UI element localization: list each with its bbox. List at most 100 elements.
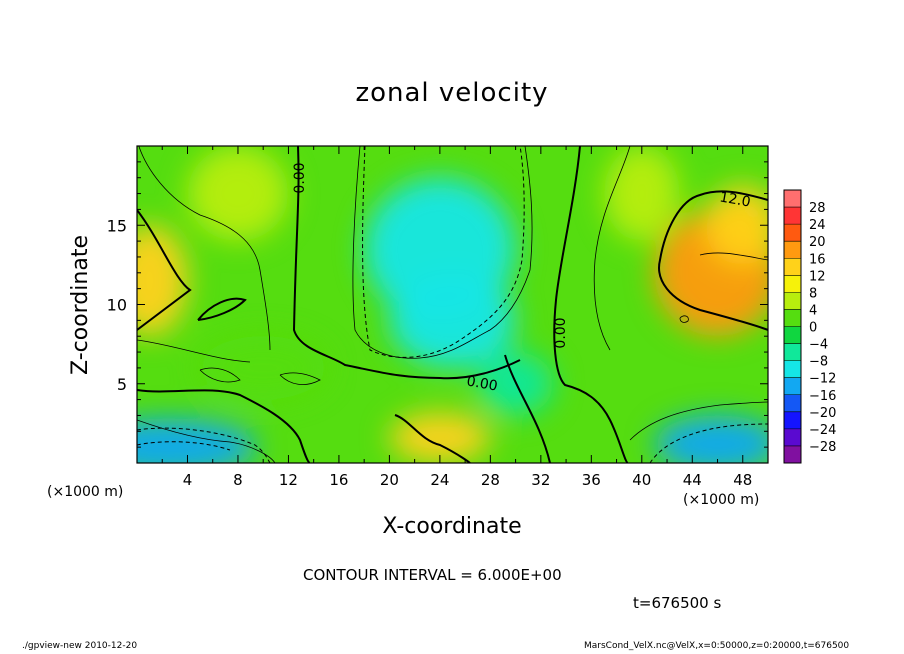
x-axis-label: X-coordinate	[382, 514, 522, 539]
field-blob	[654, 415, 768, 463]
contour-line-negative	[649, 423, 768, 463]
field-blob	[389, 272, 516, 368]
contour-line-zero	[137, 389, 311, 463]
x-tick-label: 16	[329, 471, 348, 489]
colorbar-frame	[783, 189, 802, 464]
colorbar-label: 8	[809, 286, 817, 301]
colorbar-swatch	[784, 207, 801, 225]
time-text: t=676500 s	[633, 594, 722, 612]
footer-left: ./gpview-new 2010-12-20	[22, 641, 138, 651]
colorbar-label: 28	[809, 201, 826, 216]
contour-line-negative	[137, 427, 271, 463]
colorbar-swatch	[784, 292, 801, 310]
x-tick-label: 20	[380, 471, 399, 489]
contour-line	[137, 339, 251, 363]
contour-interval-text: CONTOUR INTERVAL = 6.000E+00	[303, 566, 562, 584]
colorbar-swatch	[784, 360, 801, 379]
contour-line	[679, 315, 689, 323]
contour-line	[352, 146, 533, 359]
field-blob	[654, 209, 768, 337]
colorbar-label: −8	[809, 355, 828, 370]
field-background	[137, 146, 768, 463]
colorbar-swatch	[784, 428, 801, 447]
x-ticks: 4 8 12 16 20 24 28 32 36 40 44 48	[161, 146, 752, 489]
heatmap-field	[137, 146, 768, 463]
x-tick-label: 36	[582, 471, 601, 489]
colorbar-swatch	[784, 343, 801, 362]
field-blob	[364, 177, 516, 321]
field-blob	[389, 412, 491, 463]
contour-label: 0.00	[292, 162, 308, 193]
y-tick-label: 10	[107, 296, 127, 315]
x-tick-label: 48	[733, 471, 752, 489]
x-tick-label: 44	[683, 471, 702, 489]
field-blob	[137, 418, 257, 463]
colorbar-swatch	[784, 377, 801, 396]
contour-label: 0.00	[465, 373, 498, 394]
colorbar-label: −16	[809, 389, 836, 404]
colorbar-label: −12	[809, 372, 836, 387]
y-tick-label: 15	[107, 216, 127, 235]
x-tick-label: 28	[481, 471, 500, 489]
field-blob	[187, 146, 289, 242]
colorbar-swatch	[784, 309, 801, 327]
colorbar-label: 0	[809, 321, 817, 336]
x-tick-label: 40	[632, 471, 651, 489]
footer-right: MarsCond_VelX.nc@VelX,x=0:50000,z=0:2000…	[584, 641, 850, 651]
colorbar-label: 12	[809, 269, 826, 284]
field-blob	[603, 146, 680, 242]
field-blobs	[137, 146, 768, 463]
contour-line	[629, 401, 768, 441]
field-blob	[704, 185, 768, 265]
contour-line	[699, 252, 768, 261]
contour-label: 12.0	[718, 189, 751, 210]
contour-label: 0.00	[553, 317, 569, 348]
contour-line-negative	[137, 441, 231, 451]
contour-line-zero	[504, 354, 551, 463]
colorbar-swatch	[784, 411, 801, 430]
colorbar-label: 16	[809, 252, 826, 267]
field-blob	[477, 352, 554, 416]
colorbar-label: −24	[809, 423, 836, 438]
colorbar-swatch	[784, 275, 801, 293]
contour-line	[593, 146, 631, 351]
colorbar-label: 24	[809, 218, 826, 233]
contour-line	[138, 146, 271, 351]
plot-frame	[136, 145, 769, 464]
chart-title: zonal velocity	[355, 78, 549, 108]
colorbar-label: 4	[809, 303, 817, 318]
x-unit-label-right: (×1000 m)	[683, 492, 760, 508]
colorbar-swatch	[784, 190, 801, 208]
colorbar-label: −20	[809, 406, 836, 421]
contour-line	[279, 372, 321, 385]
x-unit-label: (×1000 m)	[47, 484, 124, 500]
y-axis-label: Z-coordinate	[68, 235, 93, 375]
contour-line-negative	[362, 146, 525, 358]
contour-line	[199, 367, 241, 383]
x-tick-label: 12	[279, 471, 298, 489]
colorbar-swatch	[784, 326, 801, 345]
contour-line-zero	[292, 146, 521, 380]
y-tick-label: 5	[117, 375, 127, 394]
contour-line-zero	[137, 209, 192, 331]
x-tick-label: 4	[183, 471, 193, 489]
contour-line	[137, 419, 276, 463]
contour-line-zero	[553, 146, 629, 463]
colorbar: 28 24 20 16 12 8 4 0 −4 −8 −12 −16 −20 −24 −28	[783, 189, 836, 464]
field-blob	[200, 336, 327, 400]
colorbar-label: −4	[809, 338, 828, 353]
x-tick-label: 24	[430, 471, 449, 489]
colorbar-label: −28	[809, 440, 836, 455]
colorbar-swatch	[784, 224, 801, 242]
x-tick-label: 32	[531, 471, 550, 489]
colorbar-swatch	[784, 258, 801, 276]
colorbar-swatch	[784, 445, 801, 464]
field-blob	[137, 225, 188, 337]
contour-lines: 0.00 0.00 0.00 12.0	[137, 146, 768, 463]
contour-line-zero	[394, 414, 471, 463]
x-tick-label: 8	[233, 471, 243, 489]
y-ticks: 5 10 15	[107, 161, 768, 448]
colorbar-swatch	[784, 394, 801, 413]
contour-line-zero	[658, 190, 768, 331]
